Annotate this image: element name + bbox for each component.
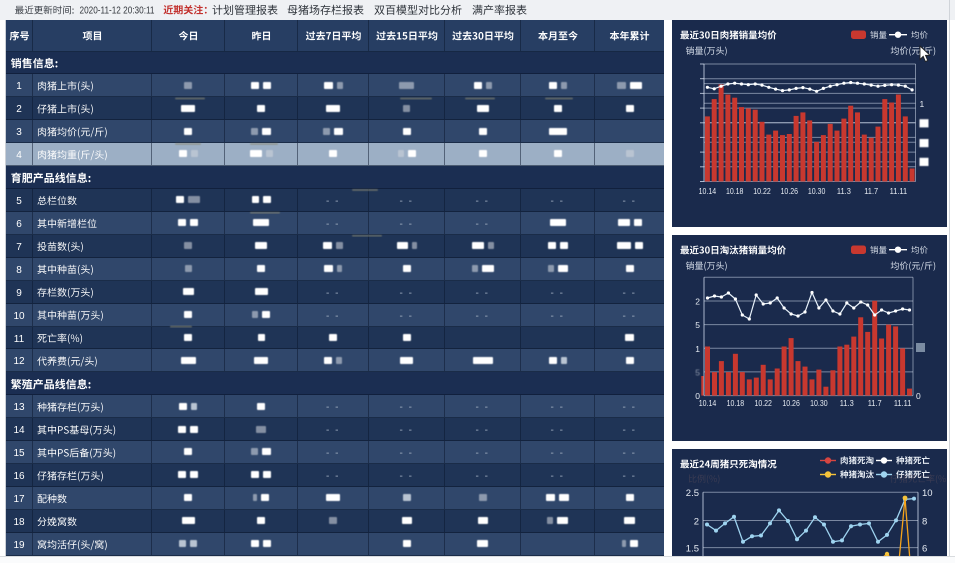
svg-text:1.5: 1.5 xyxy=(686,544,699,555)
svg-text:10.14: 10.14 xyxy=(699,186,717,196)
svg-text:11.11: 11.11 xyxy=(894,398,912,408)
svg-text:10.22: 10.22 xyxy=(753,186,771,196)
svg-text:10.30: 10.30 xyxy=(808,186,826,196)
svg-text:2: 2 xyxy=(694,517,699,528)
svg-text:10.30: 10.30 xyxy=(810,398,828,408)
svg-text:11.7: 11.7 xyxy=(864,186,878,196)
svg-text:2: 2 xyxy=(695,297,700,307)
svg-text:10.26: 10.26 xyxy=(782,398,800,408)
svg-text:10.18: 10.18 xyxy=(726,186,744,196)
svg-text:11.3: 11.3 xyxy=(837,186,851,196)
svg-text:8: 8 xyxy=(922,517,927,528)
svg-text:0: 0 xyxy=(695,391,700,401)
svg-text:10: 10 xyxy=(922,488,933,499)
svg-text:2.5: 2.5 xyxy=(686,488,699,499)
svg-text:1: 1 xyxy=(695,344,700,354)
svg-text:11.11: 11.11 xyxy=(890,186,908,196)
svg-text:0: 0 xyxy=(916,391,921,401)
svg-text:11.3: 11.3 xyxy=(840,398,854,408)
svg-text:10.22: 10.22 xyxy=(754,398,772,408)
svg-text:2020-11-12 20:30:11: 2020-11-12 20:30:11 xyxy=(80,5,155,17)
svg-text:10.26: 10.26 xyxy=(781,186,799,196)
svg-text:6: 6 xyxy=(922,544,927,555)
svg-text:10.14: 10.14 xyxy=(699,398,717,408)
svg-text:5: 5 xyxy=(695,320,700,330)
svg-text:5: 5 xyxy=(695,367,700,377)
svg-text:1: 1 xyxy=(920,99,925,109)
svg-text:10.18: 10.18 xyxy=(727,398,745,408)
svg-text:11.7: 11.7 xyxy=(868,398,882,408)
